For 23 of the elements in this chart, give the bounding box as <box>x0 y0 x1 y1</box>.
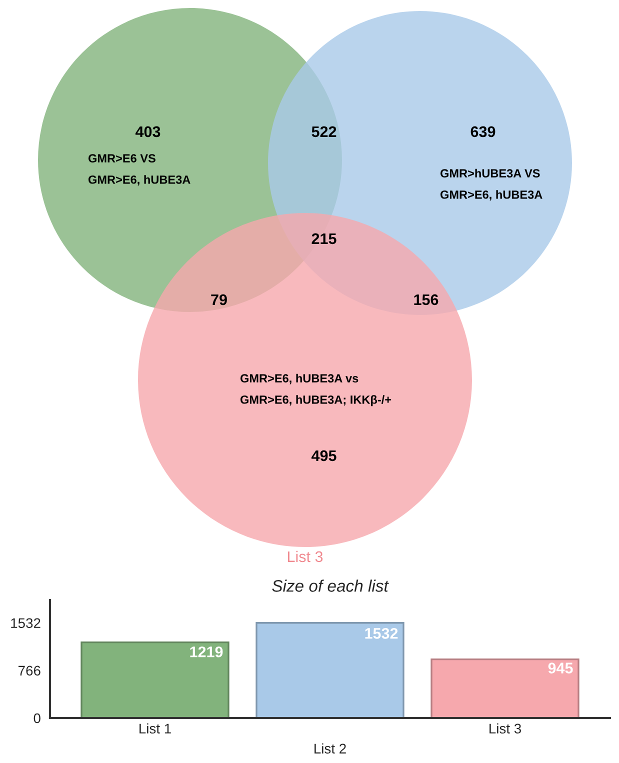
data-label: 1532 <box>365 628 398 639</box>
bar <box>80 641 230 718</box>
bar <box>256 622 404 718</box>
text: 215 <box>312 233 336 244</box>
text: 156 <box>414 294 438 306</box>
text: List 3 <box>288 550 323 562</box>
chart-title: Size of each list <box>272 580 389 592</box>
x-tick-label: List 1 <box>140 723 171 734</box>
text: 79 <box>211 294 227 306</box>
y-tick-label: 766 <box>18 666 40 676</box>
y-tick-label: 1532 <box>11 618 40 628</box>
text: 403 <box>135 126 160 138</box>
data-label: 945 <box>548 662 573 674</box>
text: GMR>hUBE3A VS GMR>E6, hUBE3A <box>440 168 542 201</box>
text: 639 <box>470 126 496 138</box>
text: 495 <box>311 450 336 462</box>
bar <box>430 658 580 718</box>
y-tick-label: 0 <box>34 713 40 724</box>
x-tick-label: List 2 <box>314 743 346 754</box>
text: 522 <box>312 126 336 138</box>
text: GMR>E6 VS GMR>E6, hUBE3A <box>88 154 190 186</box>
text: GMR>E6, hUBE3A vs GMR>E6, hUBE3A; IKKβ-/+ <box>240 374 392 406</box>
data-label: 1219 <box>190 646 223 658</box>
